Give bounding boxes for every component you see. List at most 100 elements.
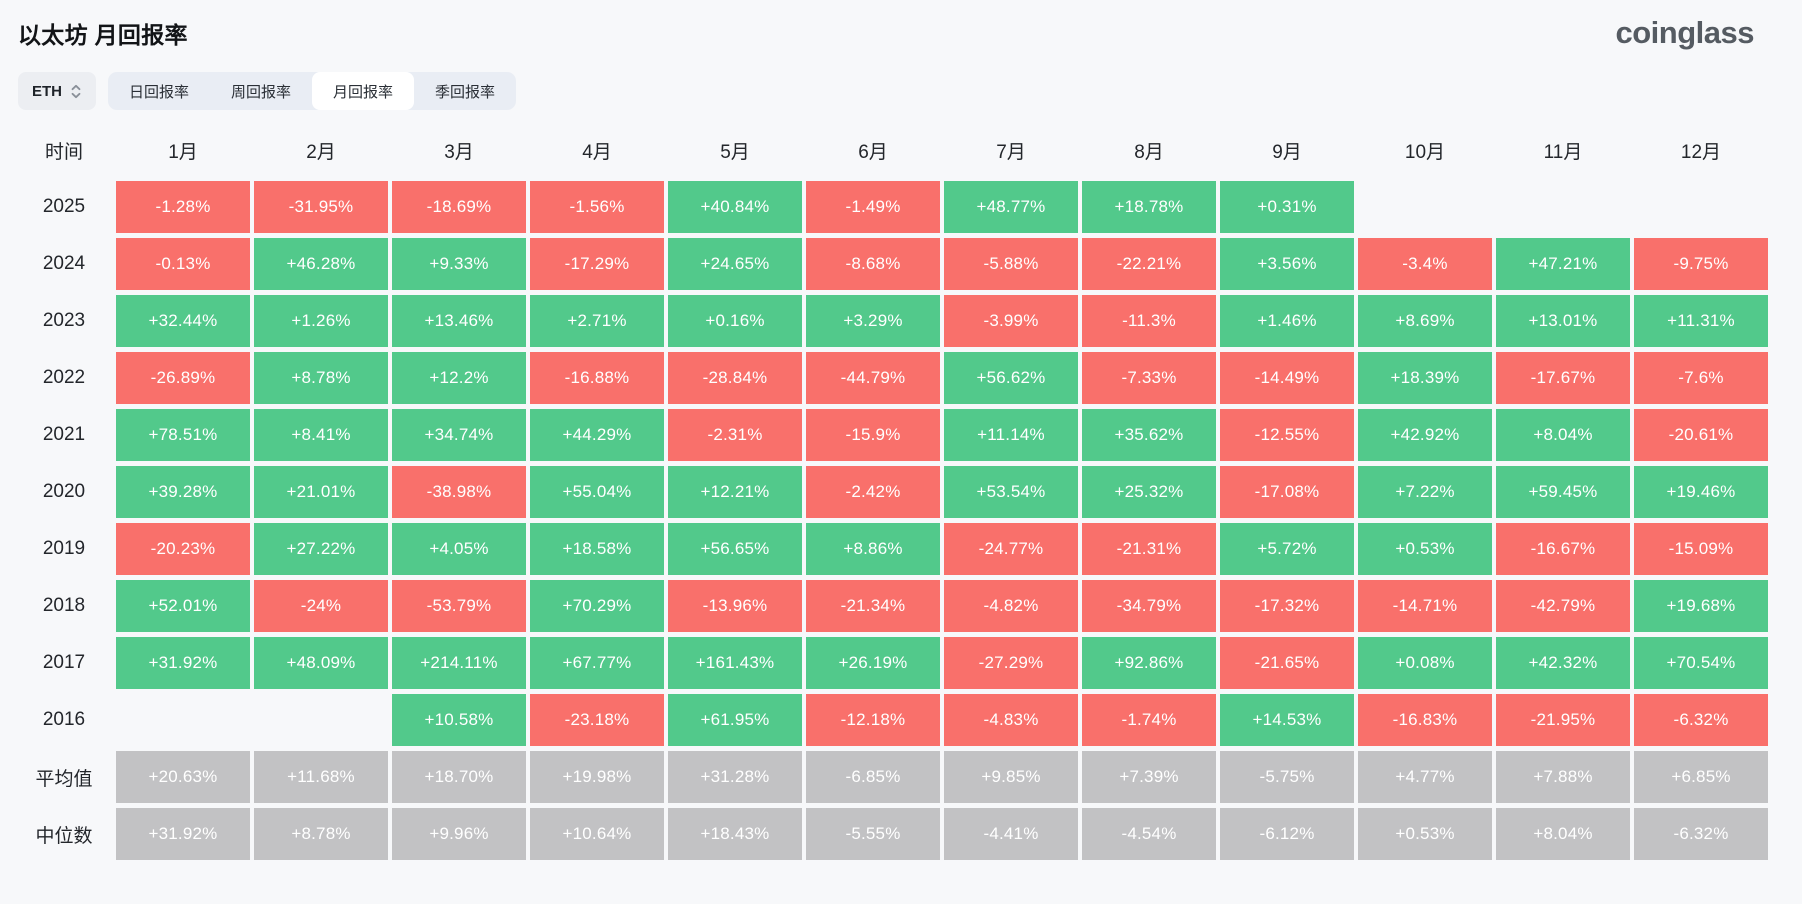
return-cell: +59.45%	[1496, 466, 1630, 519]
return-cell: +8.78%	[254, 352, 388, 405]
return-cell: -3.99%	[944, 295, 1078, 348]
return-cell: -14.49%	[1220, 352, 1354, 405]
return-cell: +3.29%	[806, 295, 940, 348]
return-cell: -14.71%	[1358, 580, 1492, 633]
return-cell: -1.56%	[530, 181, 664, 234]
return-cell: -5.88%	[944, 238, 1078, 291]
row-label-2018: 2018	[42, 595, 86, 617]
return-cell: +31.92%	[116, 637, 250, 690]
return-cell: +18.39%	[1358, 352, 1492, 405]
return-cell: +4.77%	[1358, 751, 1492, 804]
period-tabs: 日回报率 周回报率 月回报率 季回报率	[108, 72, 517, 111]
return-cell: +10.64%	[530, 808, 664, 861]
return-cell: +31.28%	[668, 751, 802, 804]
col-header-month-1: 1月	[168, 141, 198, 163]
tab-monthly[interactable]: 月回报率	[312, 72, 415, 111]
return-cell: -11.3%	[1082, 295, 1216, 348]
symbol-select-value: ETH	[32, 82, 62, 100]
return-cell: -53.79%	[392, 580, 526, 633]
return-cell: +46.28%	[254, 238, 388, 291]
return-cell: +9.85%	[944, 751, 1078, 804]
return-cell: -18.69%	[392, 181, 526, 234]
return-cell: +9.33%	[392, 238, 526, 291]
return-cell: +40.84%	[668, 181, 802, 234]
return-cell: +70.54%	[1634, 637, 1768, 690]
row-label-2021: 2021	[42, 424, 86, 446]
page-header: 以太坊 月回报率 coinglass	[0, 0, 1802, 50]
symbol-select[interactable]: ETH	[18, 72, 96, 111]
return-cell: +7.88%	[1496, 751, 1630, 804]
chevron-up-down-icon	[70, 83, 82, 100]
return-cell: +56.65%	[668, 523, 802, 576]
return-cell: -24.77%	[944, 523, 1078, 576]
return-cell: -21.34%	[806, 580, 940, 633]
return-cell: +42.32%	[1496, 637, 1630, 690]
return-cell: +2.71%	[530, 295, 664, 348]
coinglass-logo: coinglass	[1615, 15, 1755, 50]
return-cell: -26.89%	[116, 352, 250, 405]
return-cell: +12.21%	[668, 466, 802, 519]
row-label-2024: 2024	[42, 253, 86, 275]
return-cell: +48.09%	[254, 637, 388, 690]
return-cell: -44.79%	[806, 352, 940, 405]
return-cell: +13.01%	[1496, 295, 1630, 348]
col-header-month-10: 10月	[1404, 141, 1446, 163]
return-cell: -17.08%	[1220, 466, 1354, 519]
return-cell: +8.69%	[1358, 295, 1492, 348]
row-label-2025: 2025	[42, 196, 86, 218]
return-cell: +56.62%	[944, 352, 1078, 405]
return-cell: +31.92%	[116, 808, 250, 861]
return-cell: +52.01%	[116, 580, 250, 633]
row-label-2022: 2022	[42, 367, 86, 389]
return-cell: +67.77%	[530, 637, 664, 690]
return-cell: +70.29%	[530, 580, 664, 633]
return-cell: +5.72%	[1220, 523, 1354, 576]
return-cell: -17.29%	[530, 238, 664, 291]
return-cell: +11.14%	[944, 409, 1078, 462]
return-cell-empty	[1358, 181, 1492, 233]
return-cell: -2.31%	[668, 409, 802, 462]
return-cell: -24%	[254, 580, 388, 633]
return-cell: -21.95%	[1496, 694, 1630, 747]
return-cell: -21.65%	[1220, 637, 1354, 690]
return-cell: -16.67%	[1496, 523, 1630, 576]
row-label-平均值: 平均值	[35, 768, 93, 790]
return-cell: -15.9%	[806, 409, 940, 462]
return-cell: -2.42%	[806, 466, 940, 519]
tab-weekly[interactable]: 周回报率	[210, 72, 312, 110]
return-cell: -4.41%	[944, 808, 1078, 861]
return-cell: +214.11%	[392, 637, 526, 690]
return-cell: +11.31%	[1634, 295, 1768, 348]
return-cell: +48.77%	[944, 181, 1078, 234]
return-cell: +8.86%	[806, 523, 940, 576]
row-label-2023: 2023	[42, 310, 86, 332]
return-cell: -17.32%	[1220, 580, 1354, 633]
return-cell: -34.79%	[1082, 580, 1216, 633]
col-header-month-9: 9月	[1272, 141, 1302, 163]
return-cell: -15.09%	[1634, 523, 1768, 576]
return-cell: +12.2%	[392, 352, 526, 405]
return-cell: +0.08%	[1358, 637, 1492, 690]
return-cell: -17.67%	[1496, 352, 1630, 405]
return-cell: -6.32%	[1634, 808, 1768, 861]
return-cell: +8.04%	[1496, 409, 1630, 462]
return-cell: -12.18%	[806, 694, 940, 747]
row-label-2016: 2016	[42, 709, 86, 731]
return-cell: +26.19%	[806, 637, 940, 690]
return-cell: -7.6%	[1634, 352, 1768, 405]
return-cell: +7.22%	[1358, 466, 1492, 519]
return-cell: -16.88%	[530, 352, 664, 405]
return-cell: -28.84%	[668, 352, 802, 405]
return-cell: -22.21%	[1082, 238, 1216, 291]
tab-daily[interactable]: 日回报率	[108, 72, 210, 110]
return-cell: -21.31%	[1082, 523, 1216, 576]
col-header-month-4: 4月	[582, 141, 612, 163]
return-cell: +19.98%	[530, 751, 664, 804]
return-cell: +19.46%	[1634, 466, 1768, 519]
col-header-month-6: 6月	[858, 141, 888, 163]
return-cell: +14.53%	[1220, 694, 1354, 747]
row-label-中位数: 中位数	[35, 825, 93, 847]
return-cell: -4.54%	[1082, 808, 1216, 861]
return-cell: +0.53%	[1358, 523, 1492, 576]
tab-quarterly[interactable]: 季回报率	[414, 72, 516, 110]
